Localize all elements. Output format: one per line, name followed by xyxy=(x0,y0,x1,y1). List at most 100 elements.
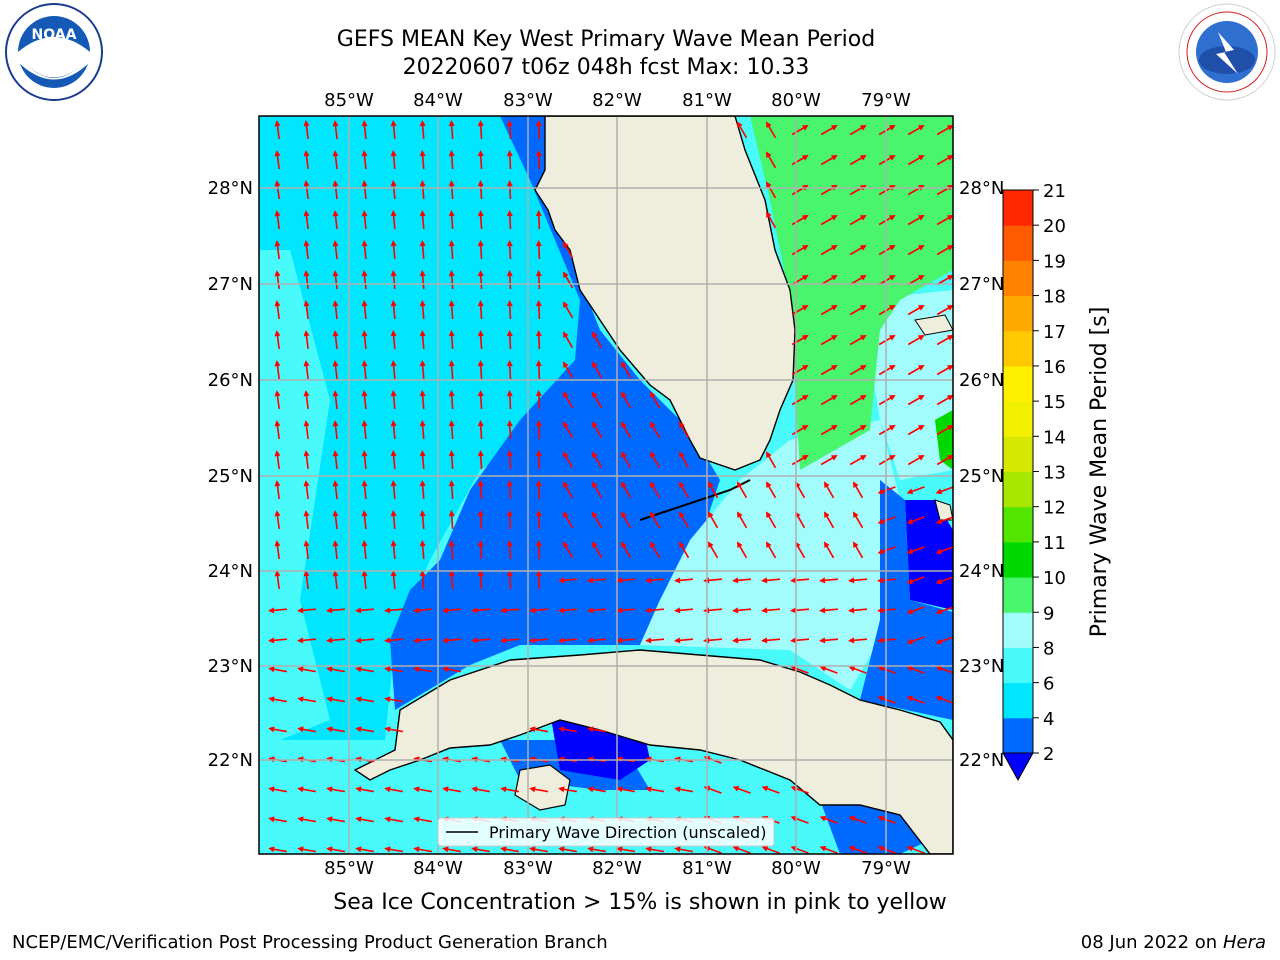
wave-arrow xyxy=(935,486,953,495)
wave-arrow xyxy=(274,210,281,230)
map-subtitle: 20220607 t06z 048h fcst Max: 10.33 xyxy=(402,55,810,80)
wave-arrow xyxy=(529,786,549,793)
wave-arrow xyxy=(303,270,310,290)
wave-arrow xyxy=(419,240,426,260)
wave-arrow xyxy=(442,607,462,614)
wave-arrow xyxy=(274,360,281,380)
wave-arrow xyxy=(274,420,281,440)
wave-arrow xyxy=(297,786,317,793)
wave-arrow xyxy=(650,511,661,529)
footer-date-text: 08 Jun 2022 on xyxy=(1080,932,1218,953)
wave-arrow xyxy=(849,155,867,166)
wave-arrow xyxy=(645,607,665,614)
wave-arrow xyxy=(268,786,288,793)
wave-arrow xyxy=(413,637,433,644)
wave-arrow xyxy=(268,846,288,853)
lon-label-top: 81°W xyxy=(682,90,732,111)
wave-arrow xyxy=(621,391,632,409)
wave-arrow xyxy=(332,510,339,530)
wave-arrow xyxy=(848,815,867,824)
wave-arrow xyxy=(820,155,838,166)
wave-arrow xyxy=(791,305,809,316)
wave-arrow xyxy=(708,511,719,529)
wave-arrow xyxy=(448,390,455,410)
wave-arrow xyxy=(761,607,781,614)
wave-arrow xyxy=(390,330,397,350)
lat-label-right: 28°N xyxy=(959,178,1004,199)
wave-arrow xyxy=(390,420,397,440)
wave-arrow xyxy=(650,481,661,499)
colorbar-tick-label: 8 xyxy=(1043,638,1054,659)
wave-arrow xyxy=(732,577,752,584)
wave-arrow xyxy=(848,607,868,614)
wave-arrow xyxy=(361,150,368,170)
wave-arrow xyxy=(471,607,491,614)
wave-arrow xyxy=(361,270,368,290)
wave-arrow xyxy=(849,335,867,346)
wave-arrow xyxy=(737,121,748,139)
wave-arrow xyxy=(907,305,925,316)
wave-arrow xyxy=(907,335,925,346)
wave-arrow xyxy=(477,420,484,440)
wave-arrow xyxy=(297,637,317,644)
wave-arrow xyxy=(819,845,838,854)
wave-arrow xyxy=(477,510,484,530)
wave-arrow xyxy=(791,395,809,406)
wave-arrow xyxy=(448,420,455,440)
wave-arrow xyxy=(587,607,607,614)
wave-arrow xyxy=(791,245,809,256)
wave-arrow xyxy=(849,245,867,256)
wave-arrow xyxy=(791,125,809,136)
wave-arrow xyxy=(906,576,925,585)
wave-arrow xyxy=(477,480,484,500)
wave-arrow xyxy=(558,577,578,584)
wave-arrow xyxy=(906,516,925,525)
wave-arrow xyxy=(558,726,578,733)
lat-label-left: 27°N xyxy=(208,274,253,295)
colorbar-tick-label: 17 xyxy=(1043,322,1066,343)
wave-arrow xyxy=(506,180,513,200)
wave-arrow xyxy=(361,540,368,560)
wave-arrow xyxy=(332,570,339,590)
wave-arrow xyxy=(477,450,484,470)
lon-labels-top: 85°W 84°W 83°W 82°W 81°W 80°W 79°W xyxy=(324,90,911,111)
lon-label-top: 84°W xyxy=(413,90,463,111)
wave-arrow xyxy=(877,637,897,644)
wave-arrow xyxy=(303,420,310,440)
wave-arrow xyxy=(355,637,375,644)
map-panel xyxy=(259,116,953,854)
wave-arrow xyxy=(477,390,484,410)
wave-arrow xyxy=(849,305,867,316)
lat-label-left: 25°N xyxy=(208,466,253,487)
colorbar-segment xyxy=(1003,330,1033,367)
wave-arrow xyxy=(535,240,542,260)
wave-arrow xyxy=(274,270,281,290)
wave-arrow xyxy=(820,425,838,436)
wave-arrow xyxy=(355,607,375,614)
wave-arrow xyxy=(413,816,433,823)
wave-arrow xyxy=(471,846,491,853)
lon-label-bottom: 84°W xyxy=(413,858,463,879)
wave-arrow xyxy=(332,450,339,470)
wave-arrow xyxy=(907,395,925,406)
wave-arrow xyxy=(563,451,574,469)
wave-arrow xyxy=(820,395,838,406)
wave-arrow xyxy=(419,330,426,350)
wave-arrow xyxy=(361,480,368,500)
wave-arrow xyxy=(535,270,542,290)
wave-arrow xyxy=(616,786,636,793)
wave-arrow xyxy=(592,361,603,379)
wave-arrow xyxy=(274,240,281,260)
wave-arrow xyxy=(326,637,346,644)
wave-arrow xyxy=(935,576,953,585)
wave-arrow xyxy=(442,846,462,853)
colorbar-tick-label: 21 xyxy=(1043,181,1066,202)
colorbar-tick-label: 15 xyxy=(1043,392,1066,413)
wave-arrow xyxy=(848,665,867,674)
wave-arrow xyxy=(535,570,542,590)
wave-arrow xyxy=(332,390,339,410)
wave-arrow xyxy=(384,607,404,614)
wave-arrow xyxy=(332,270,339,290)
wave-arrow xyxy=(877,665,896,674)
noaa-logo-text: NOAA xyxy=(32,27,77,43)
